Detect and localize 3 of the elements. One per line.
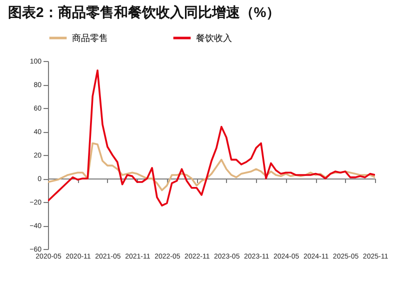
legend-label: 餐饮收入	[196, 33, 232, 43]
legend-label: 商品零售	[72, 33, 108, 43]
chart-title: 图表2：商品零售和餐饮收入同比增速（%）	[8, 4, 280, 20]
